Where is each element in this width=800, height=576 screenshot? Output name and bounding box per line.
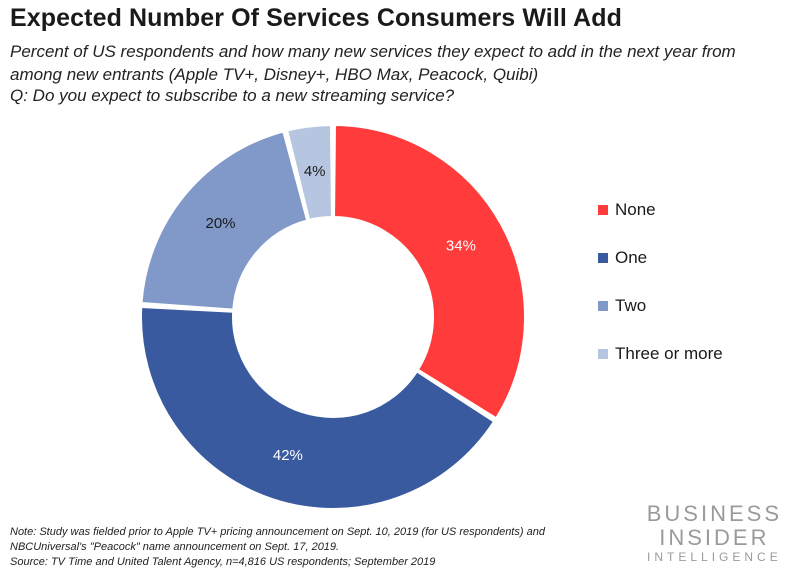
chart-title: Expected Number Of Services Consumers Wi… (10, 4, 622, 32)
legend-swatch (598, 301, 608, 311)
legend-label: One (615, 248, 648, 267)
slice-label-three-or-more: 4% (304, 163, 326, 180)
brand-line-insider: INSIDER (659, 525, 770, 550)
donut-slice-one (140, 305, 496, 510)
slice-label-two: 20% (205, 215, 235, 232)
legend-swatch (598, 349, 608, 359)
legend-swatch (598, 253, 608, 263)
legend-item-one: One (598, 246, 723, 270)
legend-label: Two (615, 296, 647, 315)
note-text: Note: Study was fielded prior to Apple T… (10, 526, 545, 553)
donut-slice-two (140, 130, 309, 311)
legend-item-none: None (598, 198, 723, 222)
legend-item-three-or-more: Three or more (598, 342, 723, 366)
donut-slice-three-or-more (285, 124, 333, 222)
legend-label: Three or more (615, 344, 723, 363)
chart-footnote: Note: Study was fielded prior to Apple T… (10, 525, 610, 570)
brand-line-intelligence: INTELLIGENCE (647, 550, 782, 564)
chart-question: Q: Do you expect to subscribe to a new s… (10, 86, 455, 105)
source-text: Source: TV Time and United Talent Agency… (10, 556, 436, 568)
slice-label-none: 34% (446, 238, 476, 255)
donut-slice-none (333, 123, 526, 420)
legend-label: None (615, 200, 656, 219)
legend-item-two: Two (598, 294, 723, 318)
chart-legend: None One Two Three or more (598, 198, 723, 390)
brand-logo: BUSINESS INSIDER INTELLIGENCE (646, 501, 782, 565)
brand-line-business: BUSINESS (646, 501, 782, 526)
legend-swatch (598, 205, 608, 215)
slice-label-one: 42% (273, 447, 303, 464)
chart-subtitle: Percent of US respondents and how many n… (10, 42, 736, 84)
